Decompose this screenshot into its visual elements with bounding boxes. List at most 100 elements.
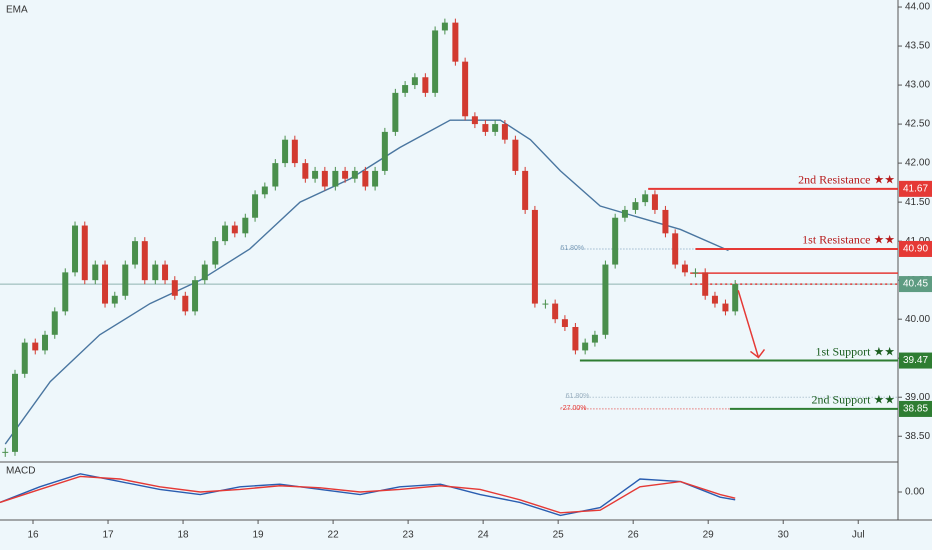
y-tick-label: 42.50: [905, 119, 930, 130]
candle-body: [152, 264, 159, 281]
candle-body: [201, 264, 208, 281]
chart-title: EMA: [6, 5, 28, 16]
candle-body: [102, 264, 109, 304]
x-tick-label: 18: [177, 530, 189, 541]
level-price-box: [899, 180, 932, 197]
candle-body: [51, 311, 58, 335]
candle-body: [392, 92, 399, 132]
level-label: 2nd Resistance ★★: [798, 173, 895, 187]
macd-title: MACD: [6, 466, 35, 477]
y-tick-label: 42.00: [905, 158, 930, 169]
level-price-label: 38.85: [903, 404, 928, 415]
arrow-head: [750, 348, 766, 359]
y-tick-label: 39.00: [905, 392, 930, 403]
candle-body: [441, 22, 448, 31]
candle-body: [462, 61, 469, 117]
candle-body: [212, 241, 219, 265]
x-tick-label: 25: [553, 530, 565, 541]
candle-body: [351, 170, 358, 179]
candle-body: [111, 295, 118, 304]
candle-body: [692, 272, 699, 274]
candle-body: [32, 342, 39, 351]
x-tick-label: 29: [703, 530, 715, 541]
candle-body: [132, 241, 139, 265]
candle-body: [632, 202, 639, 210]
candle-body: [12, 373, 19, 452]
candle-body: [681, 264, 688, 273]
x-tick-label: 19: [253, 530, 265, 541]
x-tick-label: 26: [628, 530, 640, 541]
candle-body: [171, 280, 178, 296]
candle-body: [411, 77, 418, 86]
candle-body: [732, 284, 739, 312]
candle-body: [261, 186, 268, 195]
level-label: 2nd Support ★★: [811, 393, 895, 407]
y-tick-label: 40.00: [905, 314, 930, 325]
arrow: [737, 290, 760, 358]
candle-body: [21, 342, 28, 374]
current-price-box: [899, 276, 932, 293]
candle-body: [711, 295, 718, 304]
macd-line: [0, 475, 736, 514]
current-price-label: 40.45: [903, 279, 928, 290]
candle-body: [591, 334, 598, 343]
fib-label: -27.00%: [560, 405, 586, 412]
candle-body: [432, 30, 439, 93]
candle-body: [452, 22, 459, 62]
candle-body: [282, 139, 289, 164]
candle-body: [362, 170, 369, 187]
candle-body: [612, 217, 619, 265]
candle-body: [291, 139, 298, 164]
candle-body: [501, 124, 508, 140]
candle-body: [672, 233, 679, 265]
x-tick-label: 23: [403, 530, 415, 541]
candle-body: [252, 194, 259, 218]
candle-body: [302, 163, 309, 179]
candle-body: [242, 217, 249, 234]
candle-body: [531, 209, 538, 304]
candle-body: [702, 272, 709, 296]
y-tick-label: 0.00: [905, 487, 925, 498]
candle-body: [662, 209, 669, 234]
candle-body: [512, 139, 519, 171]
candle-body: [542, 303, 549, 305]
level-price-label: 40.90: [903, 244, 928, 255]
y-tick-label: 44.00: [905, 2, 930, 13]
fib-label: 61.80%: [566, 393, 590, 400]
candle-body: [602, 264, 609, 335]
candle-body: [722, 303, 729, 312]
candle-body: [642, 194, 649, 203]
candle-body: [2, 451, 9, 453]
candle-body: [222, 225, 229, 242]
level-price-box: [899, 352, 932, 369]
candle-body: [332, 170, 339, 187]
candle-body: [272, 163, 279, 187]
candle-body: [141, 241, 148, 281]
candle-body: [621, 209, 628, 218]
candle-body: [372, 170, 379, 187]
y-tick-label: 43.50: [905, 41, 930, 52]
candle-body: [122, 264, 129, 296]
fib-label: 61.80%: [560, 245, 584, 252]
candle-body: [651, 194, 658, 210]
level-label: 1st Resistance ★★: [802, 233, 895, 247]
y-tick-label: 41.50: [905, 197, 930, 208]
candle-body: [321, 170, 328, 187]
level-label: 1st Support ★★: [815, 344, 895, 358]
candle-body: [182, 295, 189, 312]
candle-body: [492, 124, 499, 132]
y-tick-label: 38.50: [905, 431, 930, 442]
x-tick-label: 22: [328, 530, 340, 541]
candle-body: [522, 170, 529, 210]
candle-body: [402, 85, 409, 93]
candle-body: [81, 225, 88, 281]
x-tick-label: 30: [778, 530, 790, 541]
x-tick-label: 24: [478, 530, 490, 541]
candle-body: [62, 272, 69, 312]
candle-body: [482, 124, 489, 132]
level-price-label: 39.47: [903, 355, 928, 366]
candle-body: [92, 264, 99, 281]
level-price-box: [899, 240, 932, 257]
candle-body: [552, 303, 559, 320]
